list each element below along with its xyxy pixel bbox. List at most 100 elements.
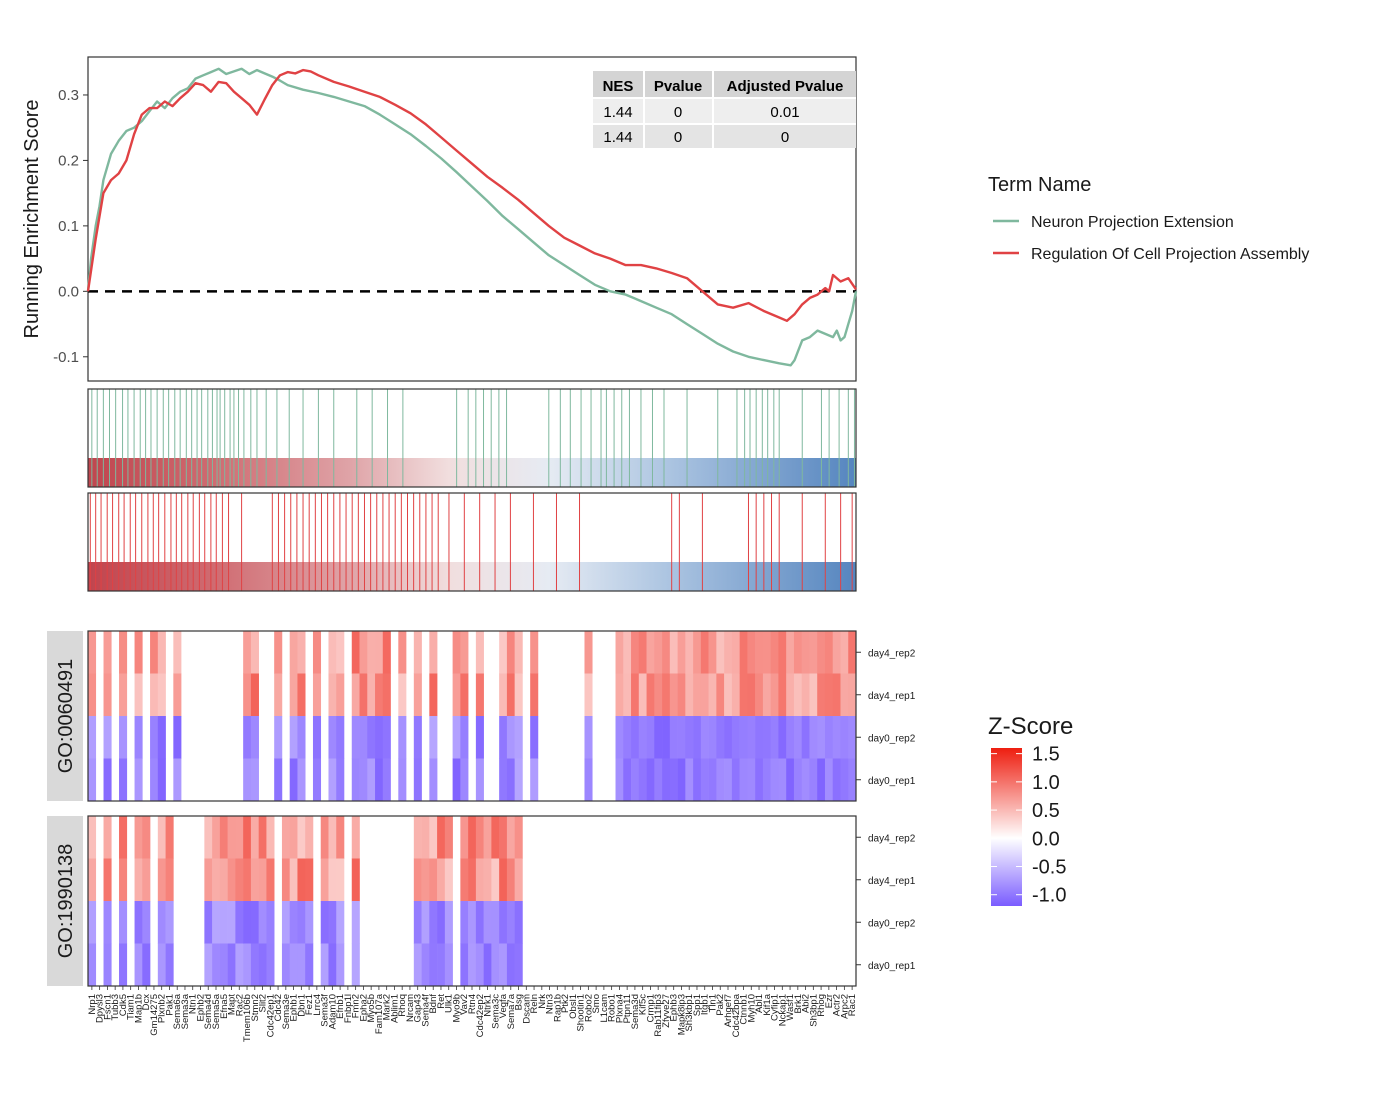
gene-label: Pak1 [164, 994, 175, 1016]
heatmap-cell [770, 758, 779, 802]
heatmap-cell [235, 943, 244, 987]
gene-label: Ablim1 [389, 994, 400, 1023]
heatmap-cell [258, 858, 267, 902]
gene-label: Bsg [514, 994, 525, 1010]
heatmap-cell [351, 673, 360, 717]
heatmap-cell [631, 673, 640, 717]
heatmap-cell [157, 943, 166, 987]
heatmap-cell [359, 758, 368, 802]
heatmap-cell [336, 631, 345, 674]
heatmap-cell [227, 858, 236, 902]
gene-label: Ephb3 [669, 994, 680, 1021]
heatmap-cell [460, 673, 469, 717]
gene-label: Adam10 [327, 994, 338, 1029]
heatmap-cell [693, 631, 702, 674]
heatmap-cell [716, 631, 725, 674]
heatmap-cell [165, 858, 174, 902]
gene-label: Bdnf [428, 994, 439, 1014]
heatmap-cell [103, 673, 112, 717]
heatmap-cell [134, 631, 143, 674]
gene-label: Rtn4 [467, 994, 478, 1014]
heatmap-cell [289, 901, 298, 944]
es-series-lines [86, 67, 858, 367]
heatmap-cell [413, 943, 422, 987]
heatmap-cell [530, 716, 539, 759]
heatmap-cell [119, 673, 128, 717]
heatmap-cell [227, 901, 236, 944]
heatmap-cell [809, 758, 818, 802]
heatmap-cell [336, 758, 345, 802]
gene-label: Robo2 [583, 994, 594, 1022]
heatmap-cell [483, 816, 492, 859]
heatmap-cell [413, 901, 422, 944]
heatmap-cell [832, 716, 841, 759]
heatmap-cell [468, 858, 477, 902]
stats-cell: 0.01 [770, 104, 799, 121]
heatmap-cell [724, 673, 733, 717]
heatmap-cell [243, 673, 252, 717]
heatmap-cell [429, 673, 438, 717]
gene-label: Dbn1 [296, 994, 307, 1017]
heatmap-cell [475, 716, 484, 759]
heatmap-cell [157, 716, 166, 759]
heatmap-go0060491: GO:0060491 day4_rep2 day4_rep1 day0_rep2day… [47, 630, 916, 802]
gene-label: Ret [436, 994, 447, 1009]
heatmap-cell [103, 631, 112, 674]
heatmap-cell [654, 758, 663, 802]
heatmap-cell [623, 716, 632, 759]
gene-label: Efnb1 [335, 994, 346, 1019]
heatmap-cell [320, 816, 329, 859]
heatmap-cell [421, 816, 430, 859]
heatmap-cell [88, 943, 97, 987]
es-y-tick-label: -0.1 [53, 349, 79, 366]
heatmap-cell [506, 673, 515, 717]
gene-label: Dcx [141, 994, 152, 1011]
heatmap-cell [700, 673, 709, 717]
heatmap-cell [157, 858, 166, 902]
heatmap-cell [351, 901, 360, 944]
heatmap-cell [274, 716, 283, 759]
gene-label: Rap1b [552, 994, 563, 1022]
zscore-colorbar [991, 748, 1022, 906]
gene-label: Fam107a [374, 993, 385, 1034]
stats-header-pvalue: Pvalue [654, 78, 702, 95]
heatmap-cell [615, 631, 624, 674]
gene-label: Arpc2 [839, 994, 850, 1019]
heatmap-cell [747, 758, 756, 802]
heatmap-cell [685, 758, 694, 802]
heatmap-cell [499, 943, 508, 987]
heatmap-cell [281, 901, 290, 944]
heatmap-cell [483, 901, 492, 944]
heatmap-cell [452, 631, 461, 674]
heatmap-cell [801, 716, 810, 759]
heatmap-cell [88, 858, 97, 902]
heatmap-cell [491, 858, 500, 902]
gene-label: Myh10 [746, 994, 757, 1023]
rank-strip-frame [87, 492, 857, 592]
heatmap-cell [212, 816, 221, 859]
heatmap-cell [266, 858, 275, 902]
gene-label: Spp1 [692, 994, 703, 1016]
es-line-regulation-cell-projection-assembly [86, 68, 857, 322]
gene-label: Epha2 [358, 994, 369, 1021]
es-y-axis: 0.3 0.2 0.1 0.0 -0.1 [53, 87, 88, 366]
heatmap-cell [328, 901, 337, 944]
heatmap-cell [778, 631, 787, 674]
gene-label: Nrp1 [87, 994, 98, 1015]
heatmap-cell [243, 758, 252, 802]
heatmap-cell [685, 631, 694, 674]
gene-label: Rhoq [397, 994, 408, 1017]
heatmap-cell [274, 631, 283, 674]
heatmap-frame [87, 630, 857, 802]
gene-label: Pak2 [715, 994, 726, 1016]
heatmap-cell [584, 673, 593, 717]
heatmap-cell [584, 758, 593, 802]
gene-label: Fez1 [304, 994, 315, 1015]
gene-label: Brk1 [793, 994, 804, 1014]
stats-cell: 1.44 [603, 129, 632, 146]
heatmap-cell [413, 673, 422, 717]
hit-markers [91, 389, 855, 487]
heatmap-cell [662, 716, 671, 759]
heatmap-cell [793, 758, 802, 802]
